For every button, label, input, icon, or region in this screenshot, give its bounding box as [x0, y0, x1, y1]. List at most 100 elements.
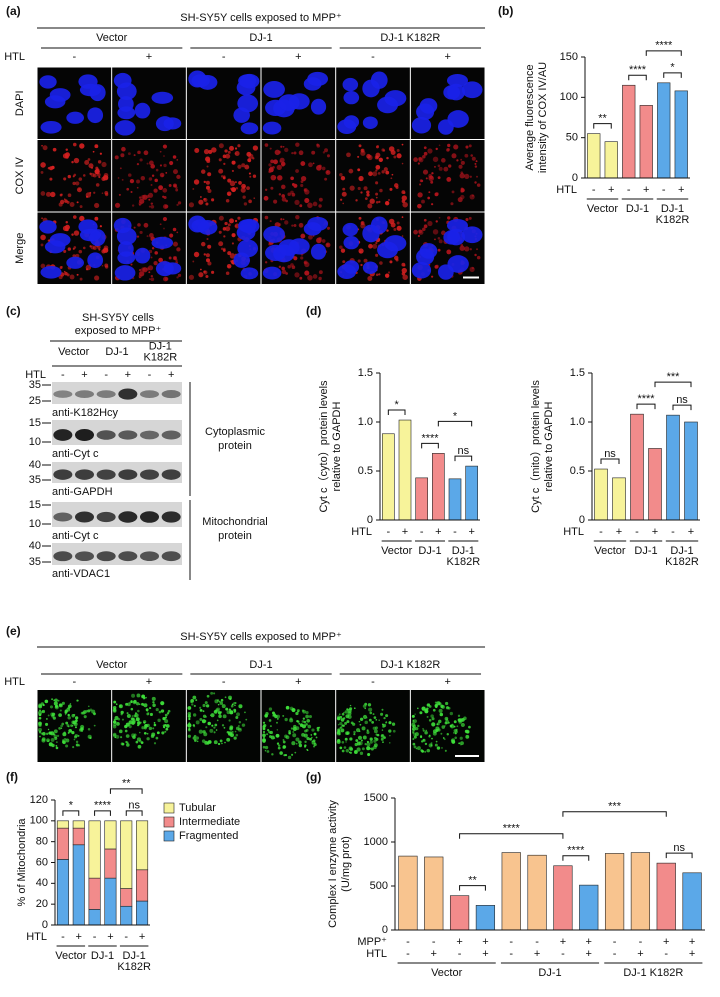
nucleus [40, 265, 62, 279]
cox-signal [241, 183, 246, 189]
mito-signal [115, 703, 118, 706]
mito-signal [118, 704, 123, 709]
cox-signal [281, 269, 287, 275]
mito-signal [56, 734, 60, 738]
category-label: + [431, 948, 437, 960]
mito-signal [352, 722, 356, 726]
cox-signal [127, 152, 131, 156]
cox-signal [375, 192, 379, 196]
cox-signal [227, 223, 231, 227]
mito-signal [126, 714, 131, 719]
mito-signal [142, 697, 146, 700]
bar [475, 905, 496, 931]
significance-bracket [387, 409, 406, 416]
mito-signal [218, 714, 222, 719]
mito-signal [216, 699, 220, 702]
nucleus [239, 218, 260, 234]
nucleus [134, 247, 151, 264]
cox-signal [225, 226, 231, 232]
cox-signal [367, 203, 373, 209]
mito-signal [415, 726, 419, 731]
mito-signal [362, 714, 368, 720]
mito-signal [67, 716, 71, 720]
cox-signal [40, 243, 44, 247]
cox-signal [375, 200, 379, 204]
cox-signal [154, 251, 158, 255]
mito-signal [312, 739, 316, 742]
mito-signal [264, 745, 269, 750]
mito-signal [128, 720, 133, 725]
mito-signal [224, 741, 226, 744]
mito-signal [455, 730, 459, 734]
cox-signal [227, 251, 232, 256]
cox-signal [222, 248, 226, 252]
mito-signal [125, 740, 128, 744]
panel-label: (f) [6, 770, 18, 784]
cox-signal [205, 274, 209, 279]
condition-label: + [168, 369, 174, 381]
blot-band [96, 390, 116, 398]
cox-signal [203, 270, 206, 273]
cox-signal [459, 173, 465, 179]
micrograph [410, 690, 485, 762]
cox-signal [389, 187, 393, 191]
nucleus [44, 95, 66, 109]
cox-signal [377, 172, 381, 175]
cox-signal [89, 172, 92, 176]
blot-bg [52, 502, 182, 527]
mito-signal [422, 739, 425, 742]
mito-signal [366, 740, 370, 744]
mito-signal [48, 731, 52, 735]
cox-signal [142, 194, 148, 200]
cox-signal [381, 170, 385, 174]
significance-bracket [459, 833, 564, 839]
mito-signal [230, 704, 234, 708]
mito-signal [234, 704, 236, 707]
mito-signal [370, 747, 374, 751]
cox-signal [368, 171, 373, 177]
cox-signal [73, 173, 77, 177]
cox-signal [470, 154, 474, 157]
cox-signal [375, 273, 379, 277]
mito-signal [245, 718, 248, 721]
mito-signal [60, 727, 63, 730]
cox-signal [446, 147, 450, 151]
bar [630, 852, 651, 931]
bar [612, 477, 626, 521]
cox-signal [281, 197, 287, 202]
mito-signal [371, 721, 375, 724]
mito-signal [126, 743, 130, 747]
mito-signal [264, 749, 267, 752]
mito-signal [225, 707, 229, 711]
mito-signal [64, 711, 68, 714]
mito-signal [235, 716, 239, 720]
blot-band [75, 390, 94, 398]
cox-signal [291, 224, 294, 227]
mito-signal [157, 718, 161, 723]
cox-signal [270, 174, 277, 181]
blot-band [75, 511, 94, 523]
mito-signal [210, 691, 214, 695]
mito-signal [424, 730, 428, 735]
mito-signal [137, 724, 140, 727]
cox-signal [231, 233, 236, 238]
mito-signal [204, 701, 208, 705]
group-label: K182R [117, 961, 151, 973]
nucleus [237, 94, 259, 113]
cox-signal [372, 243, 378, 249]
mito-signal [164, 719, 169, 724]
nucleus [197, 75, 218, 90]
fraction-label: protein [218, 530, 252, 542]
panel-label: (d) [306, 304, 321, 318]
mito-signal [411, 714, 415, 718]
cox-signal [237, 164, 242, 169]
mito-signal [288, 730, 291, 733]
cox-signal [458, 164, 463, 169]
cox-signal [448, 164, 452, 168]
bar-segment [56, 827, 69, 860]
mito-signal [152, 703, 156, 707]
mito-signal [373, 743, 378, 748]
mito-signal [295, 742, 298, 745]
mito-signal [344, 721, 348, 725]
mito-signal [276, 721, 278, 724]
